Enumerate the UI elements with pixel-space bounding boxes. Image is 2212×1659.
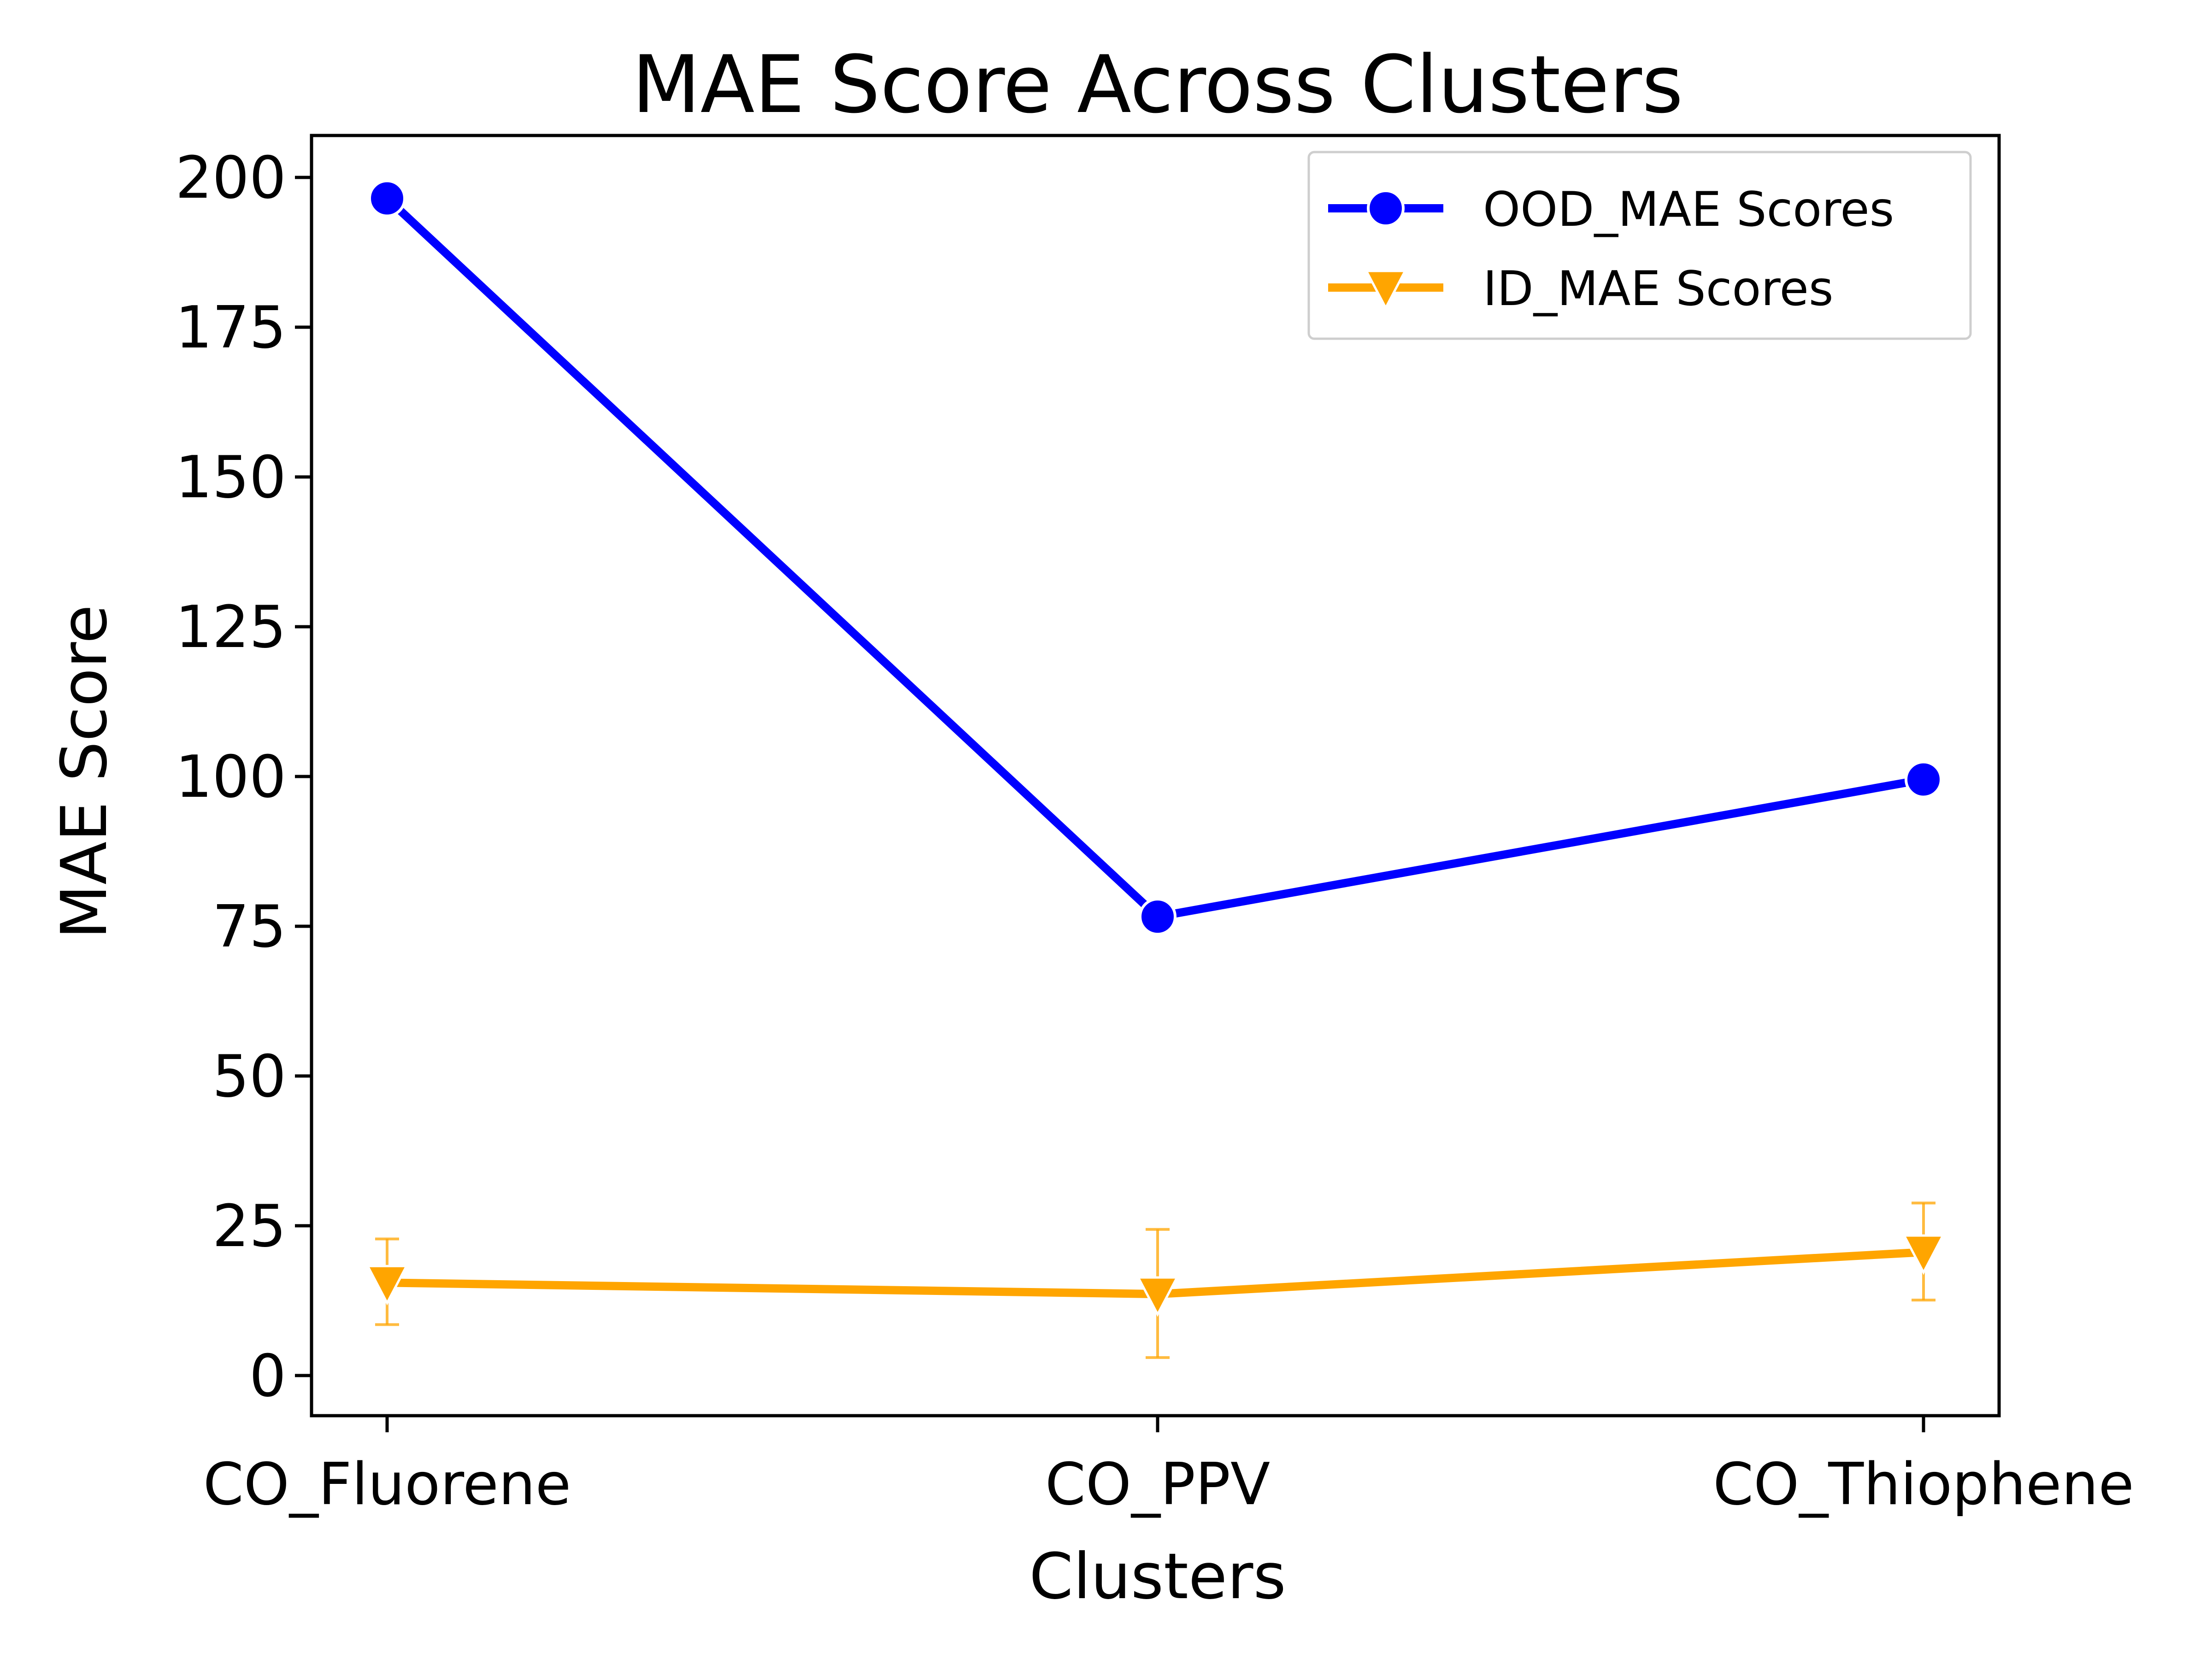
y-tick-label: 125	[176, 593, 287, 661]
plot-area: 0 25 50 75 100 125 150 175 200 CO_Fluorene CO_PPV C…	[176, 134, 2134, 1518]
chart-title: MAE Score Across Clusters	[632, 38, 1683, 131]
data-point	[1905, 760, 1942, 799]
x-axis-label: Clusters	[1029, 1540, 1286, 1613]
data-point	[368, 179, 406, 218]
y-tick-label: 175	[176, 294, 287, 361]
data-point	[1902, 1234, 1945, 1275]
axes-frame	[310, 134, 2001, 1418]
series-1	[368, 179, 1942, 936]
y-tick-label: 0	[249, 1342, 286, 1410]
legend: OOD_MAE Scores ID_MAE Scores	[1307, 151, 1972, 340]
y-tick-label: 50	[212, 1042, 286, 1110]
y-tick-label: 75	[212, 893, 286, 960]
data-point	[1139, 898, 1177, 936]
legend-frame	[1307, 151, 1972, 340]
y-tick-label: 200	[176, 144, 287, 212]
legend-marker-circle	[1367, 189, 1405, 227]
y-axis-label: MAE Score	[48, 605, 121, 939]
legend-label: ID_MAE Scores	[1483, 261, 1833, 317]
y-tick-label: 25	[212, 1192, 286, 1260]
y-tick-label: 100	[176, 743, 287, 811]
legend-label: OOD_MAE Scores	[1483, 182, 1894, 237]
y-tick-label: 150	[176, 443, 287, 511]
data-point	[1136, 1276, 1179, 1317]
x-tick-label: CO_PPV	[1045, 1450, 1270, 1518]
legend-marker-triangle	[1364, 270, 1407, 311]
x-tick-label: CO_Fluorene	[203, 1450, 571, 1518]
data-point	[365, 1265, 409, 1306]
series-2	[365, 1201, 1945, 1359]
x-tick-label: CO_Thiophene	[1713, 1450, 2134, 1518]
